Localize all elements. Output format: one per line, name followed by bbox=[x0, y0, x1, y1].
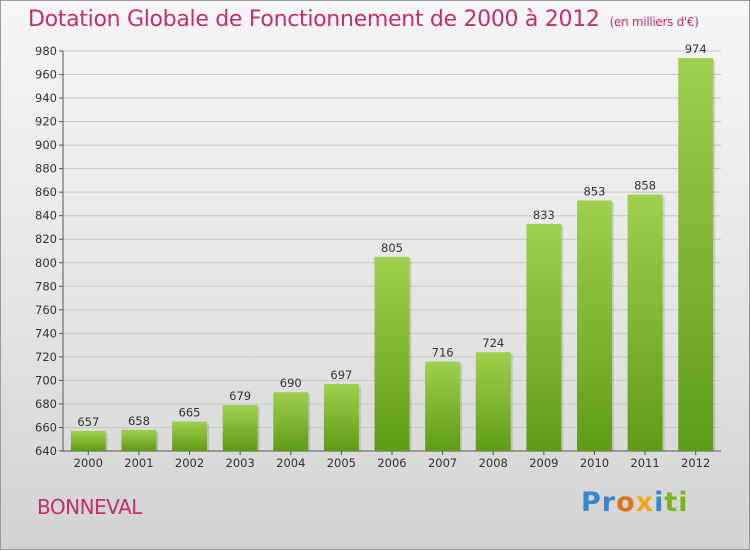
logo-part: i bbox=[654, 487, 665, 518]
bar-value-label: 658 bbox=[128, 414, 150, 428]
bar-value-label: 805 bbox=[381, 241, 403, 255]
logo-part: o bbox=[616, 487, 636, 518]
y-tick-label: 840 bbox=[35, 209, 57, 223]
proxiti-logo: Proxiti bbox=[581, 487, 689, 518]
x-tick-label: 2011 bbox=[630, 456, 659, 470]
bar-value-label: 974 bbox=[685, 42, 707, 56]
bar-value-label: 690 bbox=[280, 376, 302, 390]
bar-value-label: 716 bbox=[432, 346, 454, 360]
bars bbox=[70, 58, 716, 451]
bar-value-label: 657 bbox=[77, 415, 99, 429]
x-tick-label: 2009 bbox=[529, 456, 558, 470]
bar-value-label: 853 bbox=[583, 184, 605, 198]
y-tick-label: 680 bbox=[35, 397, 57, 411]
y-tick-label: 920 bbox=[35, 115, 57, 129]
y-tick-label: 780 bbox=[35, 279, 57, 293]
bar bbox=[323, 383, 359, 451]
x-tick-label: 2012 bbox=[681, 456, 710, 470]
bar bbox=[273, 392, 309, 451]
bar bbox=[121, 429, 157, 451]
chart-subtitle: (en milliers d'€) bbox=[609, 15, 699, 29]
y-tick-label: 820 bbox=[35, 232, 57, 246]
x-tick-label: 2010 bbox=[580, 456, 609, 470]
x-tick-label: 2001 bbox=[124, 456, 153, 470]
bar bbox=[70, 431, 106, 451]
x-tick-label: 2005 bbox=[327, 456, 356, 470]
commune-name: BONNEVAL bbox=[37, 495, 142, 519]
bar-value-label: 697 bbox=[330, 368, 352, 382]
logo-part: x bbox=[635, 487, 655, 518]
y-tick-label: 720 bbox=[35, 350, 57, 364]
x-tick-label: 2002 bbox=[175, 456, 204, 470]
labels: 657 658 665 679 690 697 805 716 724 833 853 858 974 bbox=[77, 42, 706, 429]
logo-part: ti bbox=[664, 487, 689, 518]
bar bbox=[475, 352, 511, 451]
y-tick-label: 700 bbox=[35, 373, 57, 387]
y-tick-label: 880 bbox=[35, 162, 57, 176]
bar bbox=[374, 256, 410, 451]
chart-title-text: Dotation Globale de Fonctionnement de 20… bbox=[28, 7, 600, 32]
y-tick-label: 800 bbox=[35, 256, 57, 270]
bar-value-label: 665 bbox=[179, 406, 201, 420]
y-tick-label: 980 bbox=[35, 44, 57, 58]
bar-value-label: 724 bbox=[482, 336, 504, 350]
bar bbox=[172, 421, 208, 451]
y-tick-label: 960 bbox=[35, 68, 57, 82]
bar-value-label: 858 bbox=[634, 179, 656, 193]
bar bbox=[627, 194, 663, 451]
x-tick-label: 2003 bbox=[226, 456, 255, 470]
x-tick-label: 2007 bbox=[428, 456, 457, 470]
y-tick-label: 900 bbox=[35, 138, 57, 152]
y-tick-label: 760 bbox=[35, 303, 57, 317]
y-tick-label: 740 bbox=[35, 326, 57, 340]
bar bbox=[678, 58, 714, 451]
bar bbox=[425, 361, 461, 451]
x-tick-label: 2004 bbox=[276, 456, 305, 470]
y-tick-label: 940 bbox=[35, 91, 57, 105]
bar bbox=[526, 223, 562, 451]
x-tick-label: 2008 bbox=[479, 456, 508, 470]
y-tick-label: 640 bbox=[35, 444, 57, 458]
bar bbox=[576, 200, 612, 451]
y-tick-label: 860 bbox=[35, 185, 57, 199]
y-tick-label: 660 bbox=[35, 420, 57, 434]
x-tick-label: 2000 bbox=[74, 456, 103, 470]
logo-part: Pr bbox=[581, 487, 617, 518]
bar-value-label: 679 bbox=[229, 389, 251, 403]
x-tick-label: 2006 bbox=[377, 456, 406, 470]
bar bbox=[222, 405, 258, 451]
bar-value-label: 833 bbox=[533, 208, 555, 222]
chart-title: Dotation Globale de Fonctionnement de 20… bbox=[28, 7, 699, 32]
